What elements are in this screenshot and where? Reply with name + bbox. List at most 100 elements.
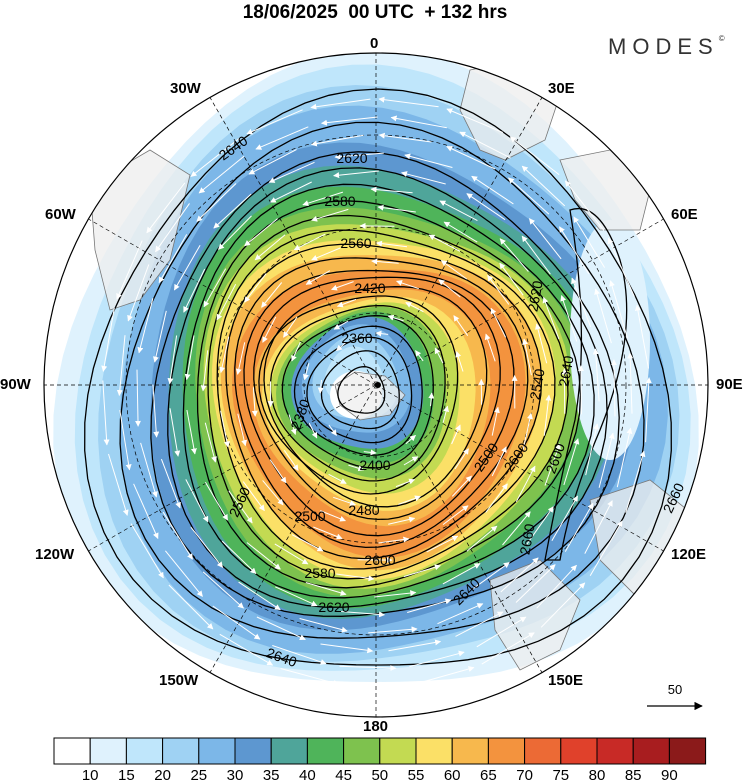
colorbar-box [379,737,417,765]
wind-arrow [333,320,349,330]
height-contour [225,243,543,560]
wind-arrow [155,203,190,253]
lon-label-90w: 90W [0,376,31,393]
wind-arrow [428,234,461,252]
wind-arrow [398,495,421,505]
wind-arrow [190,526,223,568]
colorbar-tick-label: 30 [227,767,244,782]
meridian [209,384,377,673]
colorbar-tick-label: 80 [589,767,606,782]
lon-label-30w: 30W [170,80,201,97]
contour-label: 2620 [524,279,545,313]
meridian [209,97,377,386]
wind-arrow [302,191,344,207]
colorbar-ticks: 10 15 20 25 30 35 40 45 50 55 60 65 70 75 80 85 90 [82,767,678,782]
colorbar-tick-label: 15 [118,767,135,782]
meridian [375,384,664,552]
height-contour [337,366,386,414]
height-contour [207,214,569,580]
wind-arrow [405,435,416,445]
wind-arrow [310,134,364,147]
height-contour [234,257,529,549]
wind-arrow [167,335,178,385]
wind-arrow [446,108,503,133]
wind-arrow [396,280,419,290]
height-contour [182,183,595,599]
wind-arrow [331,281,354,291]
wind-arrow [611,359,618,417]
wind-arrow [455,611,504,637]
wind-arrow [186,409,197,455]
wind-arrow [378,536,410,544]
wind-arrow [288,414,297,435]
wind-arrow [540,582,586,628]
wind-arrow [535,323,548,364]
height-contour [243,269,515,537]
wind-arrow [451,475,472,497]
wind-arrow [219,633,274,666]
wind-arrow [291,534,324,552]
wind-arrow [368,626,418,634]
wind-arrow [487,274,510,305]
wind-arrow [560,295,578,342]
wind-arrow [543,394,552,436]
parallel [125,134,627,636]
land-mass [334,371,406,421]
wind-arrow [248,149,297,175]
wind-arrow [320,510,346,522]
wind-arrow [500,557,539,593]
wind-arrow [235,342,246,375]
wind-arrow [274,586,318,607]
reference-vector: 50 [647,682,703,711]
wind-arrow [333,496,356,506]
wind-arrow [521,235,551,275]
wind-arrow [607,237,635,297]
contour-label: 2360 [341,330,372,346]
modes-logo: MODES© [608,34,725,60]
contour-label: 2620 [318,599,349,615]
wind-arrow [459,131,511,159]
lon-label-60e: 60E [671,206,698,223]
lon-label-0: 0 [370,35,379,52]
wind-arrow [592,348,600,402]
wind-arrow [627,352,634,414]
colorbar-box [415,737,453,765]
wind-arrow [291,341,301,362]
map-border [43,52,709,718]
colorbar-tick-label: 60 [444,767,461,782]
wind-arrow [415,350,424,362]
wind-arrow [134,369,141,427]
wind-arrow [198,155,245,194]
wind-arrow [634,304,649,369]
wind-arrow [490,307,507,338]
wind-arrow [320,643,374,654]
contour-label: 2580 [324,193,355,209]
height-contour [167,167,608,608]
wind-arrow [238,581,281,611]
wind-arrow [308,422,318,439]
colorbar-box [306,737,345,765]
contour-label: 2560 [340,235,371,251]
wind-arrow [451,424,461,445]
wind-arrow [293,233,326,251]
land-mass [89,149,191,311]
wind-arrow [571,277,592,328]
wind-arrow [108,453,129,516]
colorbar-boxes [53,737,707,765]
colorbar-box [270,737,308,765]
wind-arrow [442,563,481,585]
wind-arrow [377,204,416,213]
wind-arrow [481,632,535,665]
wind-arrow [442,405,450,423]
wind-arrow [162,511,193,560]
height-contour [306,336,413,444]
wind-arrow [261,282,283,308]
wind-arrow [203,268,227,308]
wind-arrow [509,136,560,175]
height-contour [196,200,582,589]
wind-arrow [466,525,498,552]
wind-arrow [544,443,561,486]
